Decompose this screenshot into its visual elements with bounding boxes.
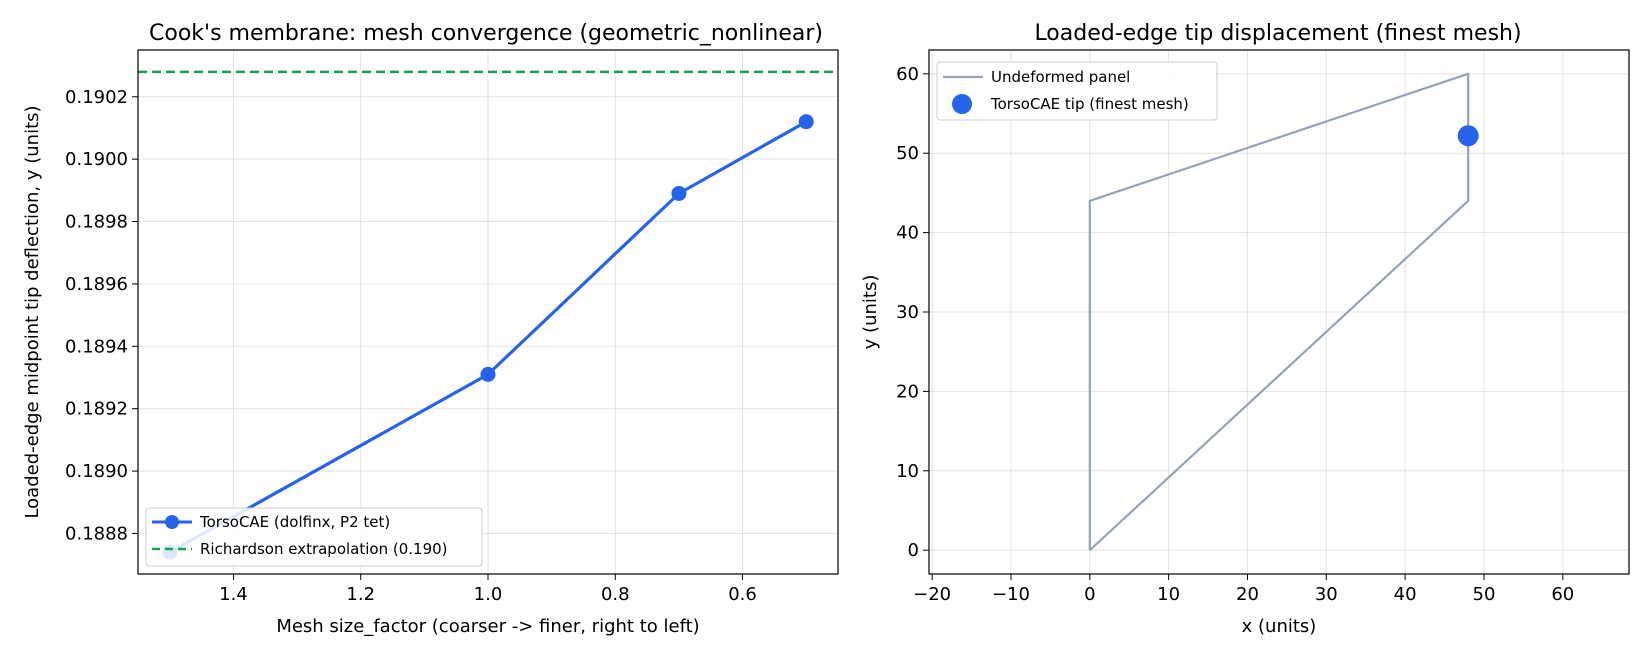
tip-displacement-chart: Loaded-edge tip displacement (finest mes… [860, 21, 1630, 637]
y-tick-label: 0.1898 [65, 212, 128, 233]
legend-label-undeformed: Undeformed panel [991, 68, 1130, 86]
legend: TorsoCAE (dolfinx, P2 tet) Richardson ex… [145, 507, 483, 567]
y-tick-label: 50 [896, 143, 919, 164]
x-tick-label: 40 [1394, 584, 1417, 605]
x-axis-label: Mesh size_factor (coarser -> finer, righ… [276, 616, 699, 637]
legend-label-tip: TorsoCAE tip (finest mesh) [990, 95, 1189, 113]
axis-ticks: 1.4 1.2 1.0 0.8 0.6 0.1888 0.1890 0.1892 0.1894 0… [65, 87, 757, 605]
x-tick-label: 0 [1084, 584, 1095, 605]
x-tick-label: 60 [1551, 584, 1574, 605]
plot-series [1088, 72, 1479, 551]
x-tick-label: 1.2 [346, 584, 375, 605]
x-tick-label: 10 [1157, 584, 1180, 605]
y-tick-label: 0.1896 [65, 274, 128, 295]
x-axis-label: x (units) [1242, 616, 1317, 637]
data-point [480, 366, 496, 382]
x-tick-label: 20 [1236, 584, 1259, 605]
y-axis-label: Loaded-edge midpoint tip deflection, y (… [22, 105, 43, 518]
y-axis-label: y (units) [860, 275, 881, 350]
y-tick-label: 0.1892 [65, 399, 128, 420]
y-tick-label: 10 [896, 461, 919, 482]
data-point [671, 185, 687, 201]
y-tick-label: 0.1900 [65, 149, 128, 170]
x-tick-label: −10 [992, 584, 1030, 605]
y-tick-label: 0.1894 [65, 336, 128, 357]
x-tick-label: 50 [1473, 584, 1496, 605]
data-point [1457, 125, 1479, 147]
chart-title: Cook's membrane: mesh convergence (geome… [149, 21, 823, 46]
legend: Undeformed panel TorsoCAE tip (finest me… [936, 61, 1218, 121]
chart-title: Loaded-edge tip displacement (finest mes… [1034, 21, 1521, 46]
x-tick-label: 30 [1315, 584, 1338, 605]
y-tick-label: 0.1902 [65, 87, 128, 108]
legend-label-richardson: Richardson extrapolation (0.190) [200, 540, 448, 558]
axis-ticks: −20 −10 0 10 20 30 40 50 60 0 10 20 30 40 50 60 [896, 64, 1574, 605]
grid [138, 50, 838, 574]
legend-marker-tip [952, 94, 972, 114]
convergence-chart: Cook's membrane: mesh convergence (geome… [22, 21, 839, 637]
x-tick-label: −20 [913, 584, 951, 605]
grid [929, 50, 1629, 574]
y-tick-label: 60 [896, 64, 919, 85]
y-tick-label: 20 [896, 381, 919, 402]
panel-outline [1088, 72, 1470, 551]
x-tick-label: 0.8 [601, 584, 630, 605]
data-point [798, 114, 814, 130]
y-tick-label: 0 [908, 540, 919, 561]
legend-box [936, 61, 1218, 121]
x-tick-label: 1.0 [474, 584, 503, 605]
y-tick-label: 30 [896, 302, 919, 323]
legend-marker-torsocae [165, 515, 179, 529]
x-tick-label: 1.4 [219, 584, 248, 605]
series-line [169, 120, 807, 554]
plot-series [138, 70, 838, 560]
legend-label-torsocae: TorsoCAE (dolfinx, P2 tet) [199, 513, 390, 531]
y-tick-label: 0.1890 [65, 461, 128, 482]
x-tick-label: 0.6 [728, 584, 757, 605]
y-tick-label: 0.1888 [65, 523, 128, 544]
y-tick-label: 40 [896, 223, 919, 244]
legend-box [145, 507, 483, 567]
